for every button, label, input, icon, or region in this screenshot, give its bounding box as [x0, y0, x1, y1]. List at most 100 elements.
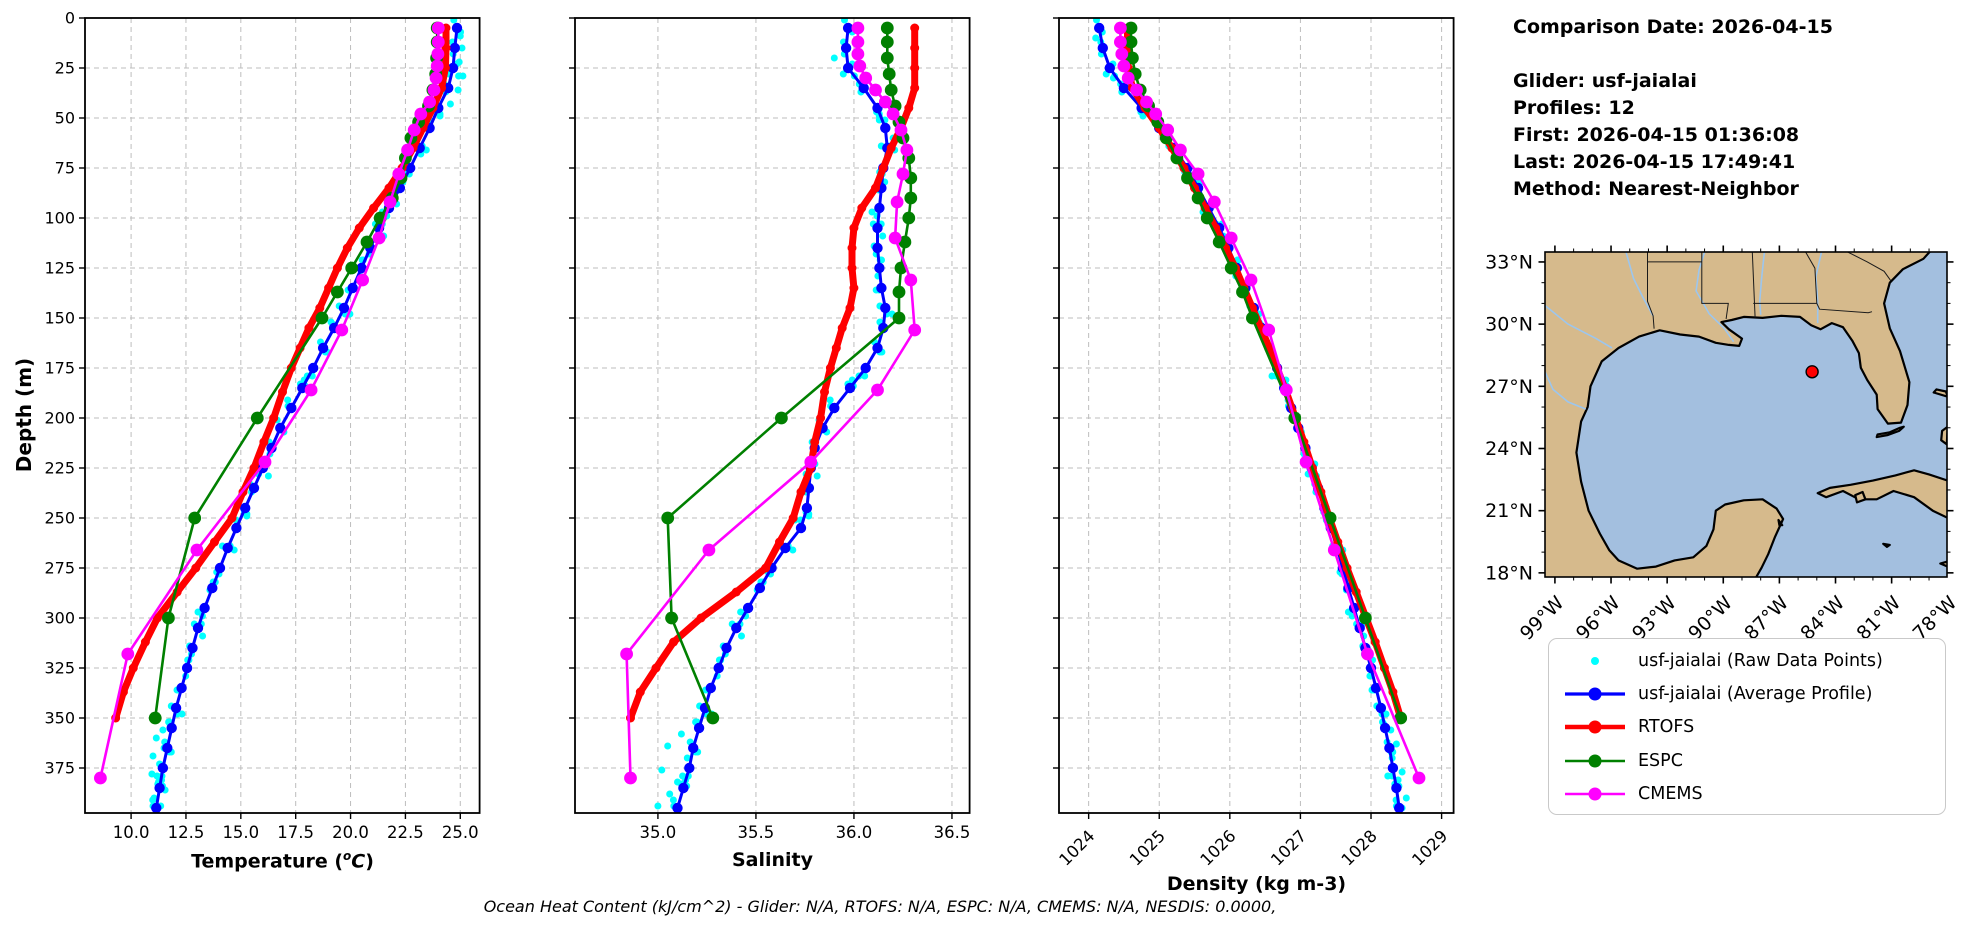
svg-text:27°N: 27°N	[1485, 376, 1533, 398]
temperature-series	[94, 18, 467, 813]
map-land-5	[1932, 388, 1947, 398]
svg-text:225: 225	[44, 459, 75, 478]
salinity-grid	[575, 18, 970, 813]
comparison-info-block: Comparison Date: 2026-04-15 Glider: usf-…	[1513, 14, 1833, 203]
svg-text:96°W: 96°W	[1572, 592, 1625, 645]
legend-label-raw: usf-jaialai (Raw Data Points)	[1638, 650, 1883, 671]
map-land-1	[1816, 469, 1947, 519]
svg-text:33°N: 33°N	[1485, 251, 1533, 273]
map-river-4	[1545, 304, 1613, 349]
svg-text:1028: 1028	[1338, 826, 1381, 869]
legend-swatch-avg-icon	[1565, 687, 1625, 701]
legend-item-raw: usf-jaialai (Raw Data Points)	[1562, 644, 1945, 677]
svg-text:17.5: 17.5	[277, 823, 314, 842]
map-state-border-1	[1701, 252, 1729, 319]
legend-label-cmems: CMEMS	[1638, 784, 1703, 805]
map-state-border-4	[1816, 303, 1873, 314]
svg-text:300: 300	[44, 609, 75, 628]
svg-text:21°N: 21°N	[1485, 500, 1533, 522]
map-state-border-2	[1751, 252, 1756, 318]
svg-text:1025: 1025	[1126, 826, 1169, 869]
comparison-date-text: Comparison Date: 2026-04-15	[1513, 16, 1833, 38]
svg-text:35.5: 35.5	[738, 823, 775, 842]
salinity-axis-label: Salinity	[731, 849, 814, 871]
map-land-7	[1939, 560, 1947, 568]
svg-text:10.0: 10.0	[113, 823, 150, 842]
map-land-6	[1882, 542, 1891, 548]
map-land-2	[1854, 490, 1867, 504]
map-river-5	[1625, 252, 1654, 317]
map-state-border-3	[1805, 252, 1818, 304]
svg-text:125: 125	[44, 259, 75, 278]
series-cmems-density	[1114, 21, 1426, 785]
svg-text:93°W: 93°W	[1628, 592, 1681, 645]
glider-location-marker	[1805, 365, 1819, 379]
svg-text:30°N: 30°N	[1485, 314, 1533, 336]
svg-text:25.0: 25.0	[442, 823, 479, 842]
svg-text:1026: 1026	[1197, 826, 1240, 869]
info-spacer	[1513, 41, 1833, 68]
map-river-1	[1545, 371, 1587, 410]
series-espc-temperature	[148, 21, 444, 725]
ocean-heat-content-footnote: Ocean Heat Content (kJ/cm^2) - Glider: N…	[483, 897, 1277, 916]
legend-item-espc: ESPC	[1562, 744, 1945, 777]
svg-text:1024: 1024	[1055, 826, 1098, 869]
gulf-of-mexico-map: 33°N 30°N 27°N 24°N 21°N 18°N 99°W 96°W 93°W 90°W…	[1485, 245, 1962, 645]
legend-label-avg: usf-jaialai (Average Profile)	[1638, 684, 1873, 705]
glider-name-text: Glider: usf-jaialai	[1513, 70, 1697, 92]
svg-text:25: 25	[55, 59, 75, 78]
map-river-2	[1758, 252, 1766, 315]
svg-text:35.0: 35.0	[640, 823, 677, 842]
svg-text:1029: 1029	[1408, 826, 1451, 869]
series-espc-salinity	[661, 21, 918, 725]
series-avg-salinity	[672, 22, 893, 813]
map-state-border-0	[1647, 252, 1655, 329]
series-raw-salinity	[654, 18, 899, 810]
svg-text:15.0: 15.0	[222, 823, 259, 842]
svg-text:24°N: 24°N	[1485, 438, 1533, 460]
svg-text:325: 325	[44, 659, 75, 678]
svg-text:1027: 1027	[1267, 826, 1310, 869]
legend-item-cmems: CMEMS	[1562, 778, 1945, 811]
svg-text:84°W: 84°W	[1796, 592, 1849, 645]
salinity-ticks: 35.0 35.5 36.0 36.5	[569, 17, 971, 842]
density-axis-label: Density (kg m-3)	[1166, 873, 1347, 895]
profiles-count-text: Profiles: 12	[1513, 97, 1635, 119]
svg-text:78°W: 78°W	[1909, 592, 1962, 645]
svg-text:12.5: 12.5	[168, 823, 205, 842]
last-profile-time-text: Last: 2026-04-15 17:49:41	[1513, 151, 1796, 173]
svg-text:50: 50	[55, 109, 75, 128]
legend-swatch-raw-icon	[1591, 656, 1599, 665]
legend-swatch-cmems-icon	[1565, 787, 1625, 801]
svg-text:75: 75	[55, 159, 75, 178]
map-river-0	[1695, 252, 1735, 343]
legend-item-rtofs: RTOFS	[1562, 711, 1945, 744]
method-text: Method: Nearest-Neighbor	[1513, 178, 1799, 200]
map-land-8	[1777, 518, 1784, 527]
svg-text:36.5: 36.5	[934, 823, 971, 842]
legend-label-rtofs: RTOFS	[1638, 717, 1695, 738]
svg-text:175: 175	[44, 359, 75, 378]
svg-text:22.5: 22.5	[387, 823, 424, 842]
map-state-border-5	[1847, 252, 1892, 281]
temperature-panel: 0 25 50 75 100 125 150 175 200 225 250 275 300 325 350…	[44, 9, 481, 842]
map-land-3	[1875, 425, 1905, 439]
legend-swatch-espc-icon	[1565, 754, 1625, 768]
svg-text:250: 250	[44, 509, 75, 528]
salinity-series	[620, 18, 922, 813]
svg-text:18°N: 18°N	[1485, 562, 1533, 584]
svg-text:99°W: 99°W	[1516, 592, 1569, 645]
series-cmems-salinity	[620, 21, 922, 785]
svg-text:150: 150	[44, 309, 75, 328]
svg-text:375: 375	[44, 759, 75, 778]
map-river-3	[1815, 252, 1823, 324]
temperature-axis-label: Temperature (oC)	[191, 849, 374, 873]
svg-text:90°W: 90°W	[1684, 592, 1737, 645]
series-raw-density	[1092, 18, 1410, 812]
svg-text:81°W: 81°W	[1853, 592, 1906, 645]
svg-text:0: 0	[65, 9, 75, 28]
density-panel: 1024 1025 1026 1027 1028 1029	[1053, 17, 1455, 870]
svg-text:87°W: 87°W	[1740, 592, 1793, 645]
svg-text:36.0: 36.0	[836, 823, 873, 842]
